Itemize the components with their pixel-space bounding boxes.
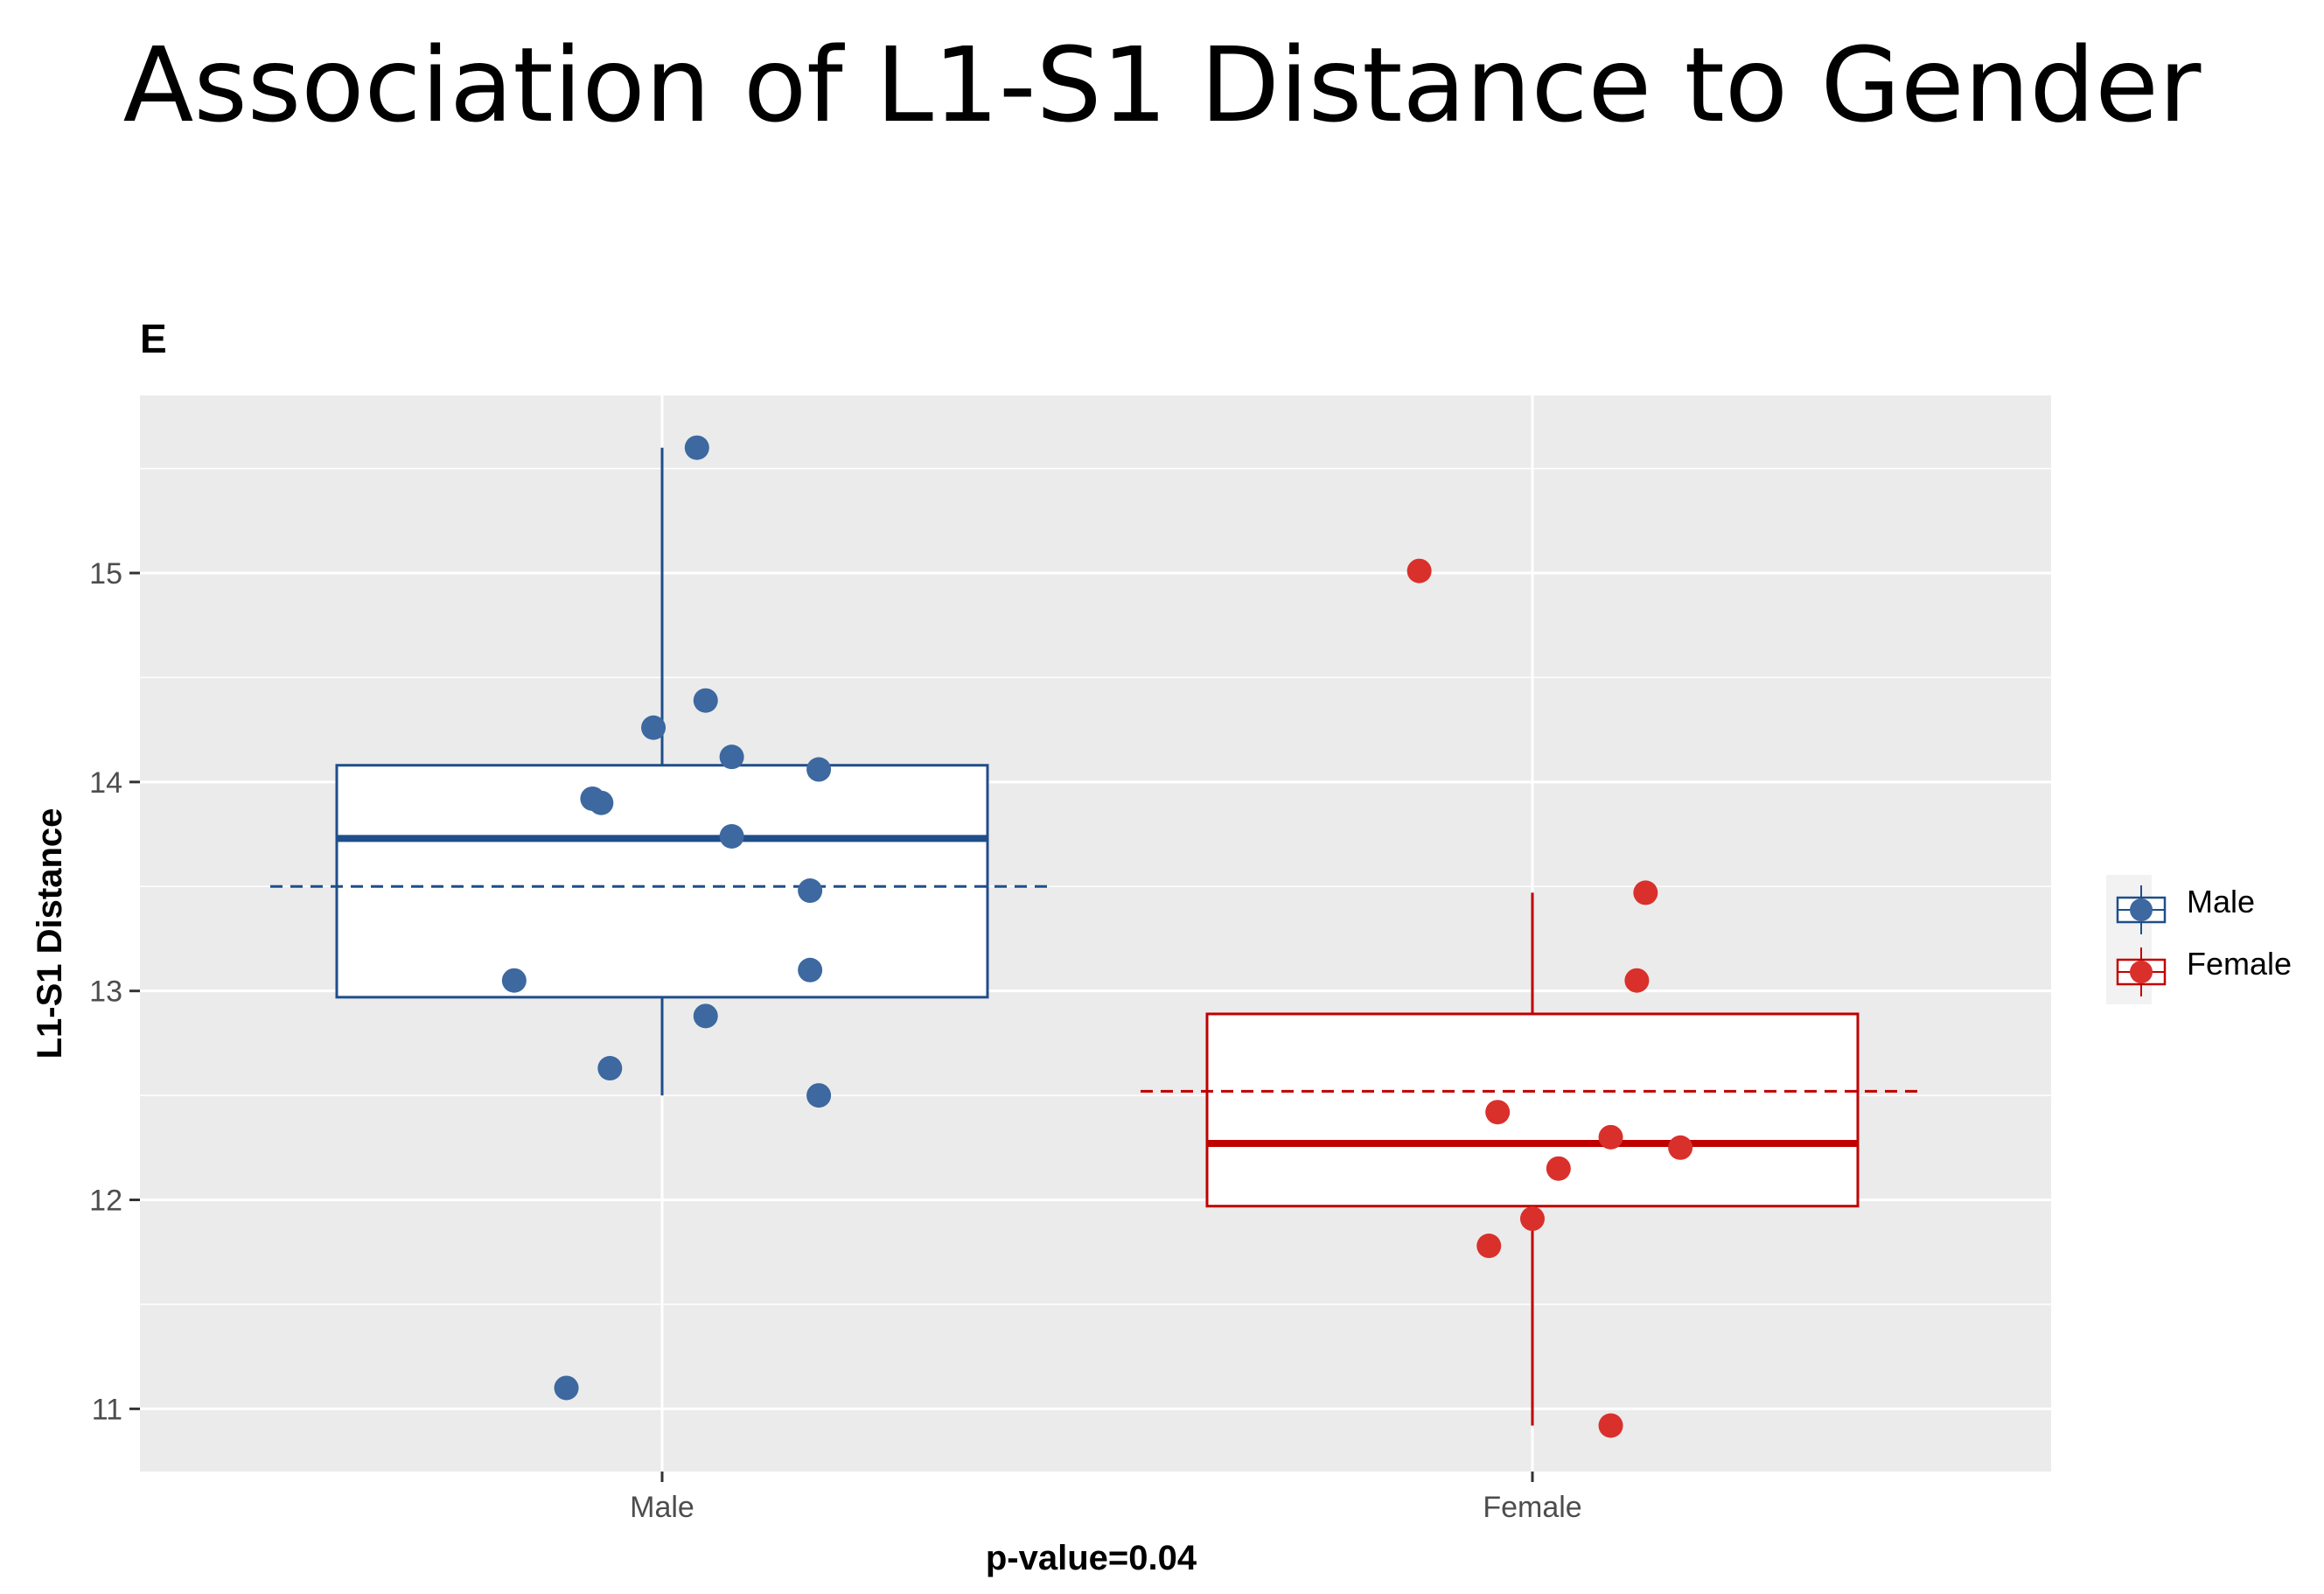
data-point-male [641, 715, 666, 740]
data-point-female [1476, 1234, 1502, 1259]
data-point-female [1546, 1156, 1571, 1181]
panel-label: E [140, 316, 167, 361]
legend-key-point [2130, 961, 2153, 983]
data-point-male [597, 1056, 623, 1081]
y-tick-label: 13 [89, 975, 122, 1009]
data-point-male [806, 1083, 832, 1108]
y-tick-label: 15 [89, 557, 122, 591]
data-point-male [501, 968, 527, 993]
points-layer [501, 435, 1693, 1438]
chart-title: Association of L1-S1 Distance to Gender [122, 24, 2202, 145]
data-point-male [798, 957, 823, 982]
data-point-female [1485, 1100, 1511, 1125]
y-axis-title: L1-S1 Distance [31, 808, 69, 1059]
data-point-male [719, 823, 744, 849]
y-tick-label: 14 [89, 766, 122, 800]
data-point-male [554, 1375, 579, 1401]
y-tick-label: 11 [92, 1393, 122, 1426]
data-point-male [684, 435, 709, 460]
y-tick-label: 12 [89, 1185, 122, 1218]
data-point-female [1598, 1413, 1623, 1438]
box-female [1205, 1012, 1860, 1208]
data-point-female [1520, 1206, 1545, 1232]
legend-label-female: Female [2187, 946, 2292, 982]
data-point-male [589, 790, 614, 815]
data-point-male [798, 878, 823, 904]
data-point-female [1633, 880, 1658, 905]
data-point-male [806, 757, 832, 782]
data-point-male [693, 1003, 718, 1029]
box-male [335, 764, 989, 999]
x-tick-label: Female [1483, 1491, 1581, 1524]
box-layer [270, 447, 1924, 1426]
data-point-male [719, 745, 744, 770]
data-point-female [1406, 558, 1432, 584]
data-point-female [1598, 1124, 1623, 1150]
legend-label-male: Male [2187, 884, 2255, 919]
legend-key-point [2130, 898, 2153, 921]
data-point-female [1624, 968, 1650, 993]
x-tick-label: Male [630, 1491, 694, 1524]
data-point-female [1668, 1135, 1693, 1160]
axis-layer: 11 12 13 14 15 Male Female [89, 557, 1582, 1524]
legend: Male Female [2106, 875, 2292, 1004]
data-point-male [693, 688, 718, 713]
x-axis-title: p-value=0.04 [986, 1539, 1197, 1577]
